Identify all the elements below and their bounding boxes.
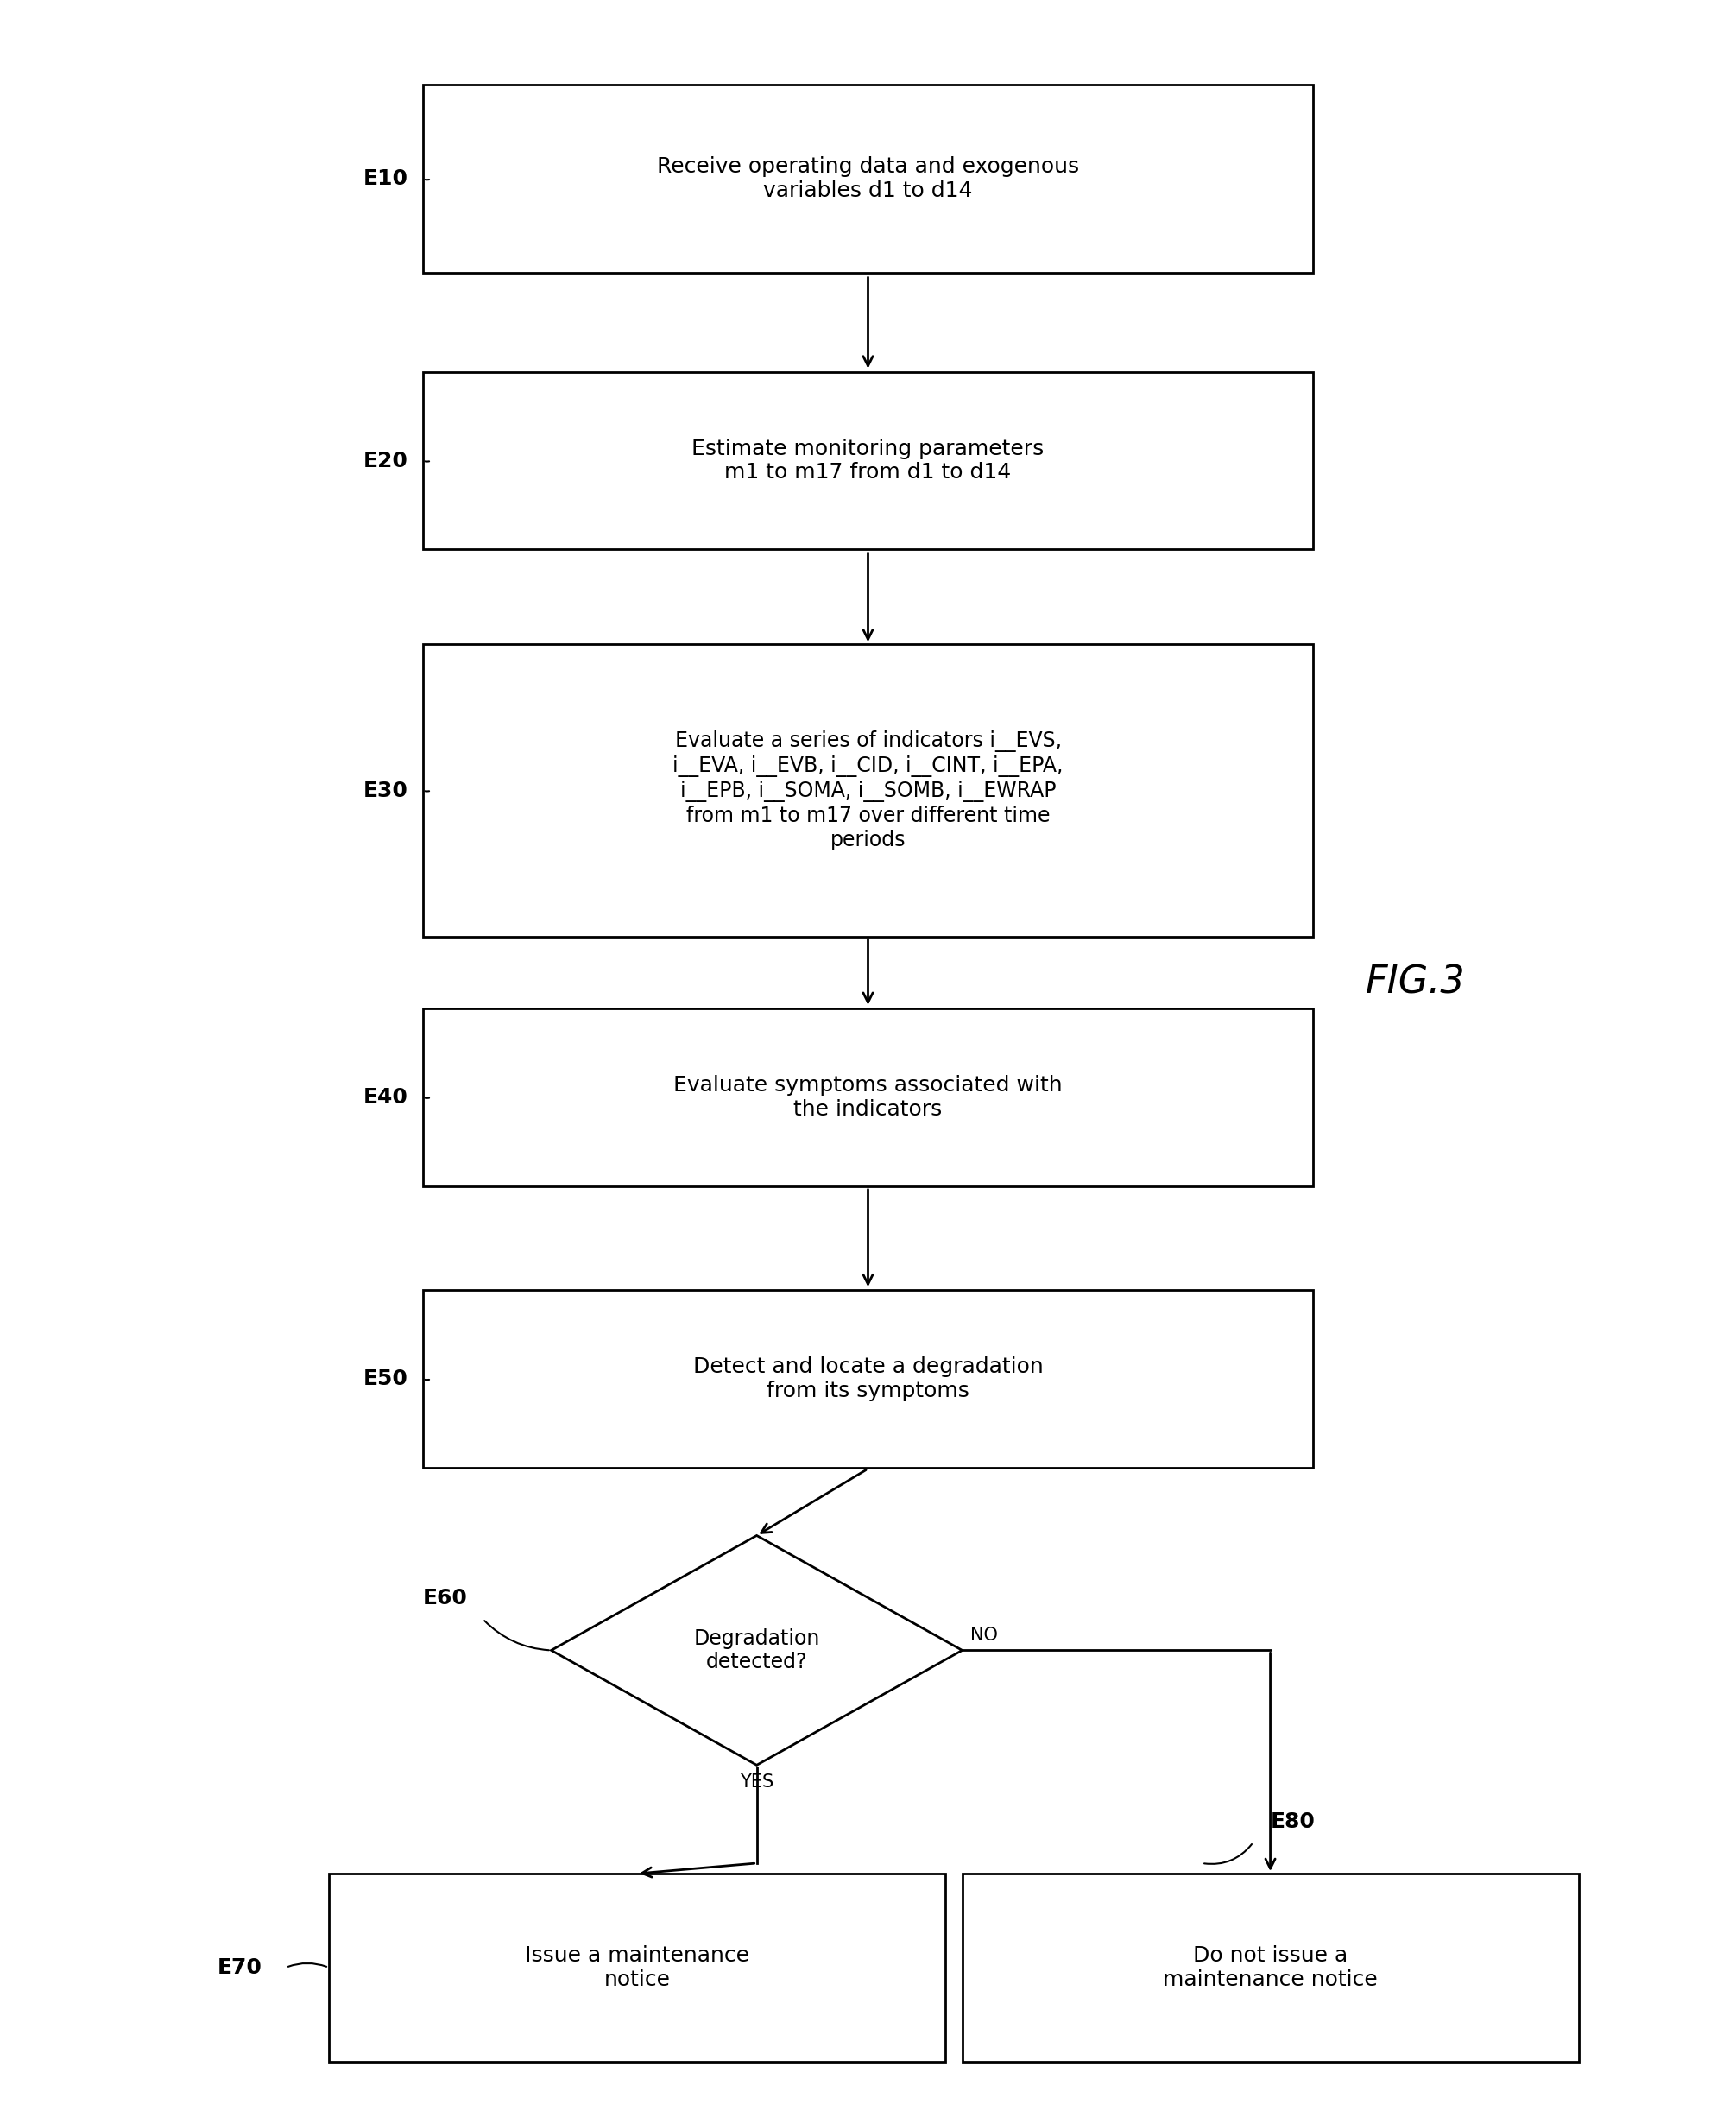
Text: E10: E10 [363, 169, 408, 190]
Text: E80: E80 [1271, 1811, 1316, 1832]
Text: E20: E20 [363, 450, 408, 471]
Text: Do not issue a
maintenance notice: Do not issue a maintenance notice [1163, 1944, 1378, 1991]
FancyBboxPatch shape [424, 644, 1312, 937]
FancyBboxPatch shape [424, 372, 1312, 549]
FancyBboxPatch shape [424, 84, 1312, 272]
Text: E60: E60 [424, 1587, 467, 1609]
FancyBboxPatch shape [424, 1290, 1312, 1467]
Text: Receive operating data and exogenous
variables d1 to d14: Receive operating data and exogenous var… [656, 156, 1080, 201]
Polygon shape [552, 1535, 962, 1765]
Text: FIG.3: FIG.3 [1366, 965, 1465, 1001]
Text: NO: NO [970, 1628, 998, 1644]
Text: YES: YES [740, 1773, 774, 1790]
FancyBboxPatch shape [424, 1009, 1312, 1186]
Text: Detect and locate a degradation
from its symptoms: Detect and locate a degradation from its… [693, 1357, 1043, 1402]
Text: E70: E70 [217, 1957, 262, 1978]
Text: Evaluate symptoms associated with
the indicators: Evaluate symptoms associated with the in… [674, 1074, 1062, 1119]
Text: E40: E40 [363, 1087, 408, 1108]
FancyBboxPatch shape [962, 1875, 1578, 2062]
Text: Estimate monitoring parameters
m1 to m17 from d1 to d14: Estimate monitoring parameters m1 to m17… [691, 439, 1045, 483]
Text: Evaluate a series of indicators i__EVS,
i__EVA, i__EVB, i__CID, i__CINT, i__EPA,: Evaluate a series of indicators i__EVS, … [674, 730, 1062, 851]
Text: Degradation
detected?: Degradation detected? [694, 1628, 819, 1672]
Text: E50: E50 [363, 1368, 408, 1389]
Text: E30: E30 [363, 781, 408, 800]
FancyBboxPatch shape [328, 1875, 944, 2062]
Text: Issue a maintenance
notice: Issue a maintenance notice [524, 1944, 750, 1991]
